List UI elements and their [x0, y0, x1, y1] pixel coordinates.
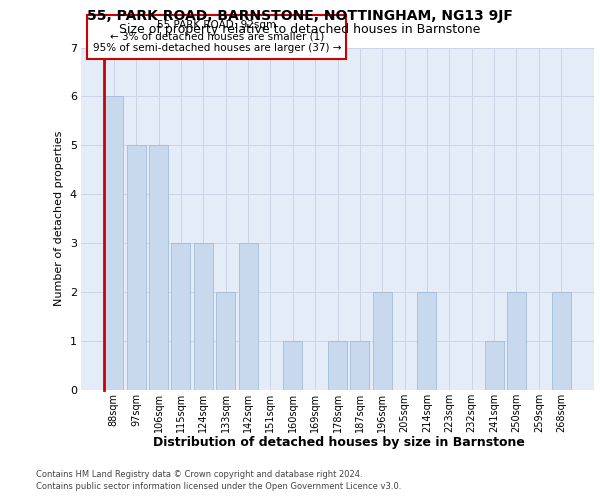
Text: 55 PARK ROAD: 92sqm
← 3% of detached houses are smaller (1)
95% of semi-detached: 55 PARK ROAD: 92sqm ← 3% of detached hou…	[92, 20, 341, 54]
Bar	[350, 341, 370, 390]
Text: Contains public sector information licensed under the Open Government Licence v3: Contains public sector information licen…	[36, 482, 401, 491]
Bar	[283, 341, 302, 390]
Bar	[328, 341, 347, 390]
Text: Distribution of detached houses by size in Barnstone: Distribution of detached houses by size …	[153, 436, 525, 449]
Bar	[507, 292, 526, 390]
Text: Contains HM Land Registry data © Crown copyright and database right 2024.: Contains HM Land Registry data © Crown c…	[36, 470, 362, 479]
Bar	[194, 243, 213, 390]
Bar	[551, 292, 571, 390]
Text: Size of property relative to detached houses in Barnstone: Size of property relative to detached ho…	[119, 22, 481, 36]
Bar	[104, 96, 124, 390]
Bar	[239, 243, 257, 390]
Text: 55, PARK ROAD, BARNSTONE, NOTTINGHAM, NG13 9JF: 55, PARK ROAD, BARNSTONE, NOTTINGHAM, NG…	[87, 9, 513, 23]
Bar	[485, 341, 503, 390]
Bar	[149, 146, 168, 390]
Bar	[216, 292, 235, 390]
Bar	[418, 292, 436, 390]
Y-axis label: Number of detached properties: Number of detached properties	[54, 131, 64, 306]
Bar	[373, 292, 392, 390]
Bar	[172, 243, 190, 390]
Bar	[127, 146, 146, 390]
